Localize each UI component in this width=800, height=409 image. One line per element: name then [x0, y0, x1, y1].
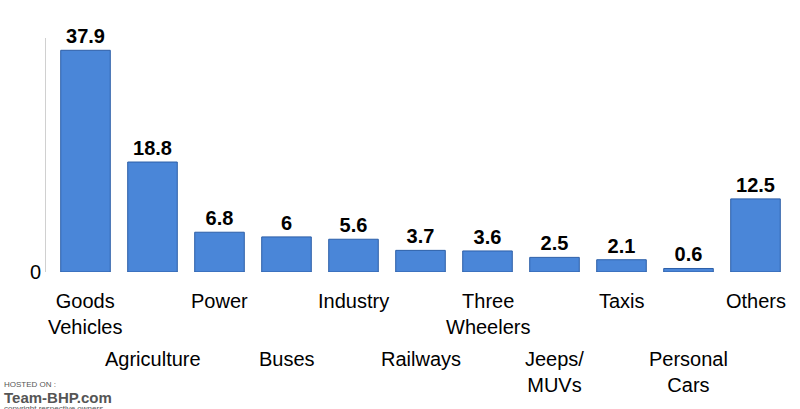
- svg-text:Buses: Buses: [259, 348, 315, 370]
- svg-text:Power: Power: [191, 290, 248, 312]
- svg-text:6: 6: [281, 212, 292, 234]
- svg-text:PersonalCars: PersonalCars: [649, 348, 728, 396]
- svg-text:37.9: 37.9: [66, 25, 105, 47]
- svg-text:3.6: 3.6: [474, 226, 502, 248]
- svg-text:6.8: 6.8: [206, 207, 234, 229]
- svg-text:5.6: 5.6: [340, 214, 368, 236]
- svg-text:0.6: 0.6: [675, 243, 703, 265]
- svg-text:Industry: Industry: [318, 290, 389, 312]
- svg-text:ThreeWheelers: ThreeWheelers: [446, 290, 530, 338]
- svg-text:copyright respective owners: copyright respective owners: [4, 404, 103, 409]
- svg-text:18.8: 18.8: [133, 137, 172, 159]
- svg-text:Others: Others: [726, 290, 786, 312]
- svg-text:Agriculture: Agriculture: [105, 348, 201, 370]
- svg-text:Jeeps/MUVs: Jeeps/MUVs: [525, 348, 584, 396]
- svg-text:0: 0: [30, 261, 41, 283]
- svg-text:GoodsVehicles: GoodsVehicles: [48, 290, 123, 338]
- svg-text:HOSTED ON :: HOSTED ON :: [4, 380, 56, 389]
- svg-text:3.7: 3.7: [407, 225, 435, 247]
- svg-text:Railways: Railways: [381, 348, 461, 370]
- svg-text:Team-BHP.com: Team-BHP.com: [4, 389, 112, 406]
- svg-text:2.1: 2.1: [608, 235, 636, 257]
- svg-text:2.5: 2.5: [541, 232, 569, 254]
- svg-text:12.5: 12.5: [736, 174, 775, 196]
- svg-text:Taxis: Taxis: [599, 290, 645, 312]
